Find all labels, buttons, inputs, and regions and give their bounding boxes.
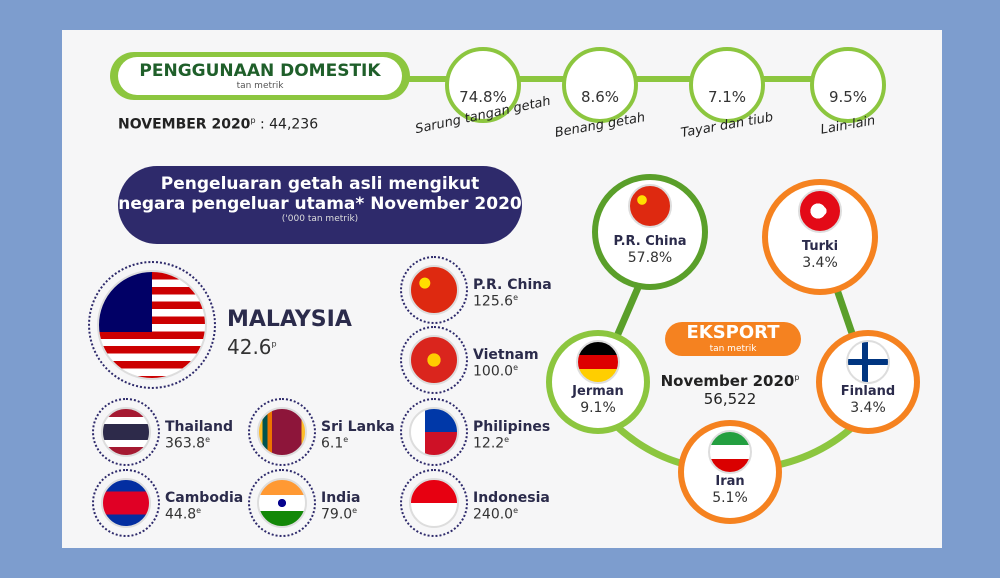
country-name: India	[321, 490, 361, 506]
item-circle	[689, 47, 765, 123]
item-pct: 9.5%	[828, 88, 868, 106]
country-value: 125.6e	[473, 293, 518, 310]
export-total: November 2020p 56,522	[640, 372, 820, 408]
value: 79.0	[321, 506, 353, 523]
item-pct: 74.8%	[459, 88, 507, 106]
value: 100.0	[473, 363, 514, 380]
note: e	[513, 363, 519, 372]
value: 44.8	[165, 506, 197, 523]
country-name: Thailand	[165, 419, 233, 435]
flag	[628, 184, 672, 228]
flag	[409, 407, 459, 457]
note: p	[250, 116, 256, 125]
domestic-unit: tan metrik	[236, 81, 284, 91]
flag	[409, 335, 459, 385]
note: e	[343, 435, 349, 444]
value: 240.0	[473, 506, 514, 523]
flag-ring	[88, 261, 216, 389]
flag	[846, 340, 890, 384]
flag-ring	[400, 469, 468, 537]
country-name: Philipines	[473, 419, 551, 435]
title-inner: PENGGUNAAN DOMESTIK tan metrik	[118, 57, 402, 95]
unit: ('000 tan metrik)	[281, 214, 359, 224]
country-name: Vietnam	[473, 347, 539, 363]
country-value: 79.0e	[321, 506, 357, 523]
production-title-pill: Pengeluaran getah asli mengikut negara p…	[118, 166, 522, 244]
country-pct: 3.4%	[850, 400, 886, 416]
domestic-total: NOVEMBER 2020p : 44,236	[118, 116, 318, 133]
title-line: negara pengeluar utama* November 2020	[118, 194, 522, 214]
country-pct: 9.1%	[580, 400, 616, 416]
value: 125.6	[473, 293, 514, 310]
country-name: Jerman	[572, 384, 624, 399]
item-circle	[562, 47, 638, 123]
domestic-title: PENGGUNAAN DOMESTIK	[139, 61, 381, 81]
flag	[257, 478, 307, 528]
country-name: MALAYSIA	[227, 307, 352, 332]
title-line: Pengeluaran getah asli mengikut	[160, 174, 480, 194]
flag	[409, 478, 459, 528]
item-circle	[810, 47, 886, 123]
country-pct: 5.1%	[712, 490, 748, 506]
note: e	[352, 506, 358, 515]
flag-ring	[248, 398, 316, 466]
value: 6.1	[321, 435, 344, 452]
country-name: Iran	[715, 474, 745, 489]
country-name: Sri Lanka	[321, 419, 395, 435]
country-value: 363.8e	[165, 435, 210, 452]
country-name: P.R. China	[613, 234, 687, 249]
value: 12.2	[473, 435, 505, 452]
flag-ring	[400, 326, 468, 394]
country-name: P.R. China	[473, 277, 552, 293]
country-name: Turki	[801, 239, 839, 254]
country-value: 6.1e	[321, 435, 348, 452]
export-unit: tan metrik	[709, 344, 757, 354]
period: NOVEMBER 2020	[118, 116, 251, 133]
note: e	[513, 293, 519, 302]
note: e	[513, 506, 519, 515]
country-pct: 57.8%	[627, 250, 673, 266]
total: : 44,236	[259, 116, 319, 133]
country-name: Indonesia	[473, 490, 550, 506]
export-pill: EKSPORT tan metrik	[665, 322, 801, 356]
country-value: 44.8e	[165, 506, 201, 523]
flag	[97, 270, 207, 380]
value: 363.8	[165, 435, 206, 452]
value: 42.6	[227, 335, 272, 359]
flag-ring	[92, 469, 160, 537]
country-value: 42.6p	[227, 335, 277, 359]
flag	[798, 189, 842, 233]
note: p	[271, 339, 277, 349]
country-name: Finland	[840, 384, 896, 399]
country-value: 100.0e	[473, 363, 518, 380]
flag	[708, 430, 752, 474]
country-value: 240.0e	[473, 506, 518, 523]
export-title: EKSPORT	[686, 322, 780, 343]
flag	[101, 407, 151, 457]
flag-ring	[400, 398, 468, 466]
flag-ring	[92, 398, 160, 466]
country-pct: 3.4%	[802, 255, 838, 271]
flag	[576, 340, 620, 384]
item-circle	[445, 47, 521, 123]
note: e	[205, 435, 211, 444]
item-pct: 7.1%	[707, 88, 747, 106]
flag	[101, 478, 151, 528]
note: p	[794, 373, 800, 382]
note: e	[196, 506, 202, 515]
flag	[409, 265, 459, 315]
country-value: 12.2e	[473, 435, 509, 452]
period: November 2020	[660, 372, 795, 390]
note: e	[504, 435, 510, 444]
item-pct: 8.6%	[580, 88, 620, 106]
flag-ring	[400, 256, 468, 324]
country-name: Cambodia	[165, 490, 244, 506]
export-circle	[592, 174, 708, 290]
total: 56,522	[703, 390, 757, 408]
flag-ring	[248, 469, 316, 537]
flag	[257, 407, 307, 457]
